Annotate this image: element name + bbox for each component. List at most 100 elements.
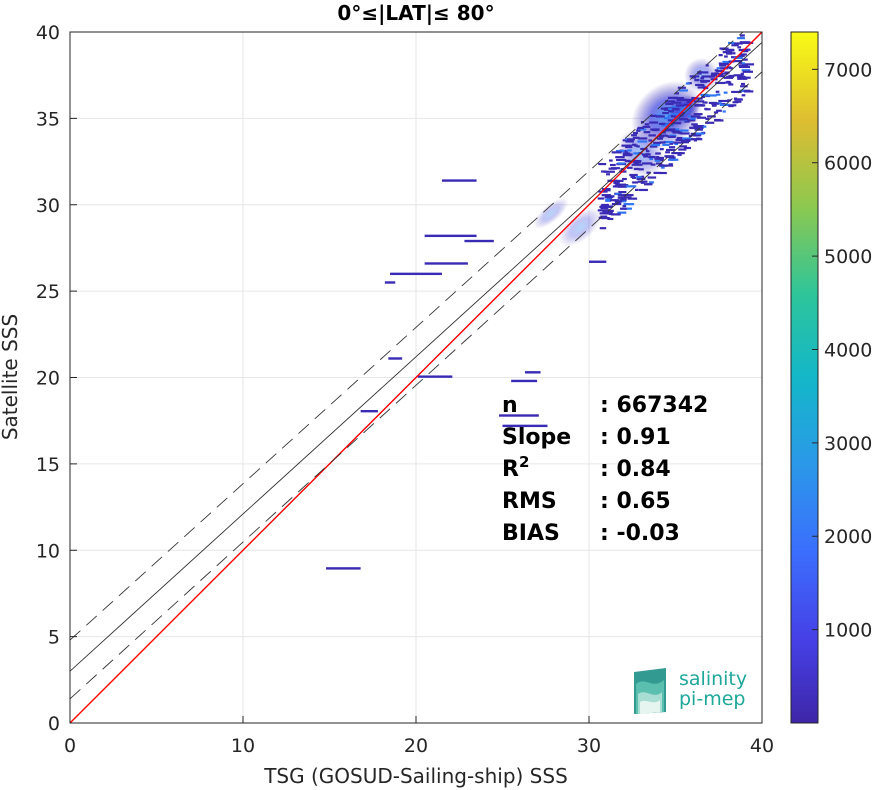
data-segment-10 <box>360 409 378 413</box>
density-pixel <box>601 170 607 173</box>
density-pixel <box>695 103 704 107</box>
density-pixel <box>686 100 691 104</box>
density-pixel <box>727 66 732 69</box>
density-pixel <box>705 121 715 124</box>
colorbar-gradient <box>790 31 819 724</box>
density-pixel <box>637 140 648 143</box>
density-pixel <box>711 104 716 107</box>
density-pixel <box>603 170 615 173</box>
density-pixel <box>742 41 754 44</box>
density-pixel <box>732 101 739 104</box>
regression-upper-line <box>70 32 744 641</box>
y-tick-label-6: 30 <box>36 195 60 217</box>
density-pixel <box>660 166 665 169</box>
density-pixel <box>653 171 661 175</box>
density-pixel <box>632 181 639 184</box>
density-pixel <box>696 116 707 119</box>
density-pixel <box>663 140 674 144</box>
data-segment-0 <box>326 567 361 570</box>
density-pixel <box>617 211 627 214</box>
density-pixel <box>725 52 733 55</box>
density-pixel <box>715 90 720 93</box>
data-segment-7 <box>499 414 539 417</box>
density-pixel <box>662 164 674 167</box>
density-pixel <box>625 185 637 188</box>
density-pixel <box>606 173 611 176</box>
density-pixel <box>633 167 640 171</box>
density-pixel <box>608 167 617 170</box>
density-pixel <box>672 131 683 134</box>
density-pixel <box>643 131 651 134</box>
data-segment-2 <box>388 357 403 360</box>
density-pixel <box>632 176 637 179</box>
density-pixel <box>668 158 679 161</box>
density-pixel <box>690 132 701 135</box>
density-pixel <box>683 103 691 106</box>
data-segment-8 <box>502 424 548 428</box>
density-pixel <box>701 95 706 98</box>
density-pixel <box>739 53 747 56</box>
density-pixel <box>662 131 666 134</box>
density-pixel <box>659 164 665 167</box>
stat-label-4: BIAS <box>502 521 560 546</box>
density-pixel <box>622 177 627 181</box>
density-pixel <box>739 65 750 69</box>
density-pixel <box>645 150 650 153</box>
density-pixel <box>718 54 723 57</box>
density-pixel <box>627 153 633 156</box>
density-pixel <box>719 73 724 76</box>
density-pixel <box>608 159 613 162</box>
colorbar-tick-label-0: 1000 <box>824 620 872 642</box>
density-pixel <box>690 117 696 120</box>
density-pixel <box>741 94 746 97</box>
data-segment-4 <box>390 272 442 276</box>
density-pixel <box>616 149 625 153</box>
density-pixel <box>618 191 627 194</box>
density-pixel <box>658 135 664 138</box>
y-tick-label-5: 25 <box>36 281 60 303</box>
stat-label-sup: 2 <box>519 453 529 471</box>
density-pixel <box>697 71 703 74</box>
density-pixel <box>731 52 736 55</box>
density-pixel <box>597 197 605 200</box>
density-pixel <box>659 141 666 144</box>
density-pixel <box>682 137 692 140</box>
density-pixel <box>637 137 648 140</box>
density-pixel <box>638 168 644 171</box>
density-pixel <box>695 138 703 141</box>
density-pixel <box>720 62 729 66</box>
x-tick-label-1: 10 <box>231 735 255 757</box>
density-pixel <box>605 199 611 202</box>
data-segment-9 <box>441 179 477 182</box>
density-pixel <box>636 145 640 148</box>
density-pixel <box>638 188 648 192</box>
density-pixel <box>693 97 703 100</box>
density-pixel <box>685 99 693 102</box>
x-axis-ticks: 0 10 20 30 40 <box>64 716 774 757</box>
density-pixel <box>622 154 632 157</box>
density-pixel <box>622 207 632 210</box>
density-pixel <box>665 102 674 106</box>
density-pixel <box>599 212 604 215</box>
density-pixel <box>728 104 734 108</box>
density-pixel <box>675 128 680 131</box>
density-pixel <box>606 209 611 212</box>
density-pixel <box>713 111 719 114</box>
density-pixel <box>742 70 753 73</box>
density-pixel <box>726 80 731 84</box>
density-pixel <box>618 200 623 203</box>
density-pixel <box>617 185 628 188</box>
y-tick-label-8: 40 <box>36 22 60 44</box>
density-pixel <box>727 99 732 102</box>
density-pixel <box>744 76 751 79</box>
density-pixel <box>728 83 734 86</box>
density-pixel <box>667 107 676 110</box>
density-pixel <box>659 171 667 175</box>
density-pixel <box>613 181 620 185</box>
density-pixel <box>679 118 689 121</box>
x-tick-label-4: 40 <box>750 735 774 757</box>
density-pixel <box>715 81 726 85</box>
density-pixel <box>610 213 621 216</box>
density-pixel <box>674 142 679 146</box>
